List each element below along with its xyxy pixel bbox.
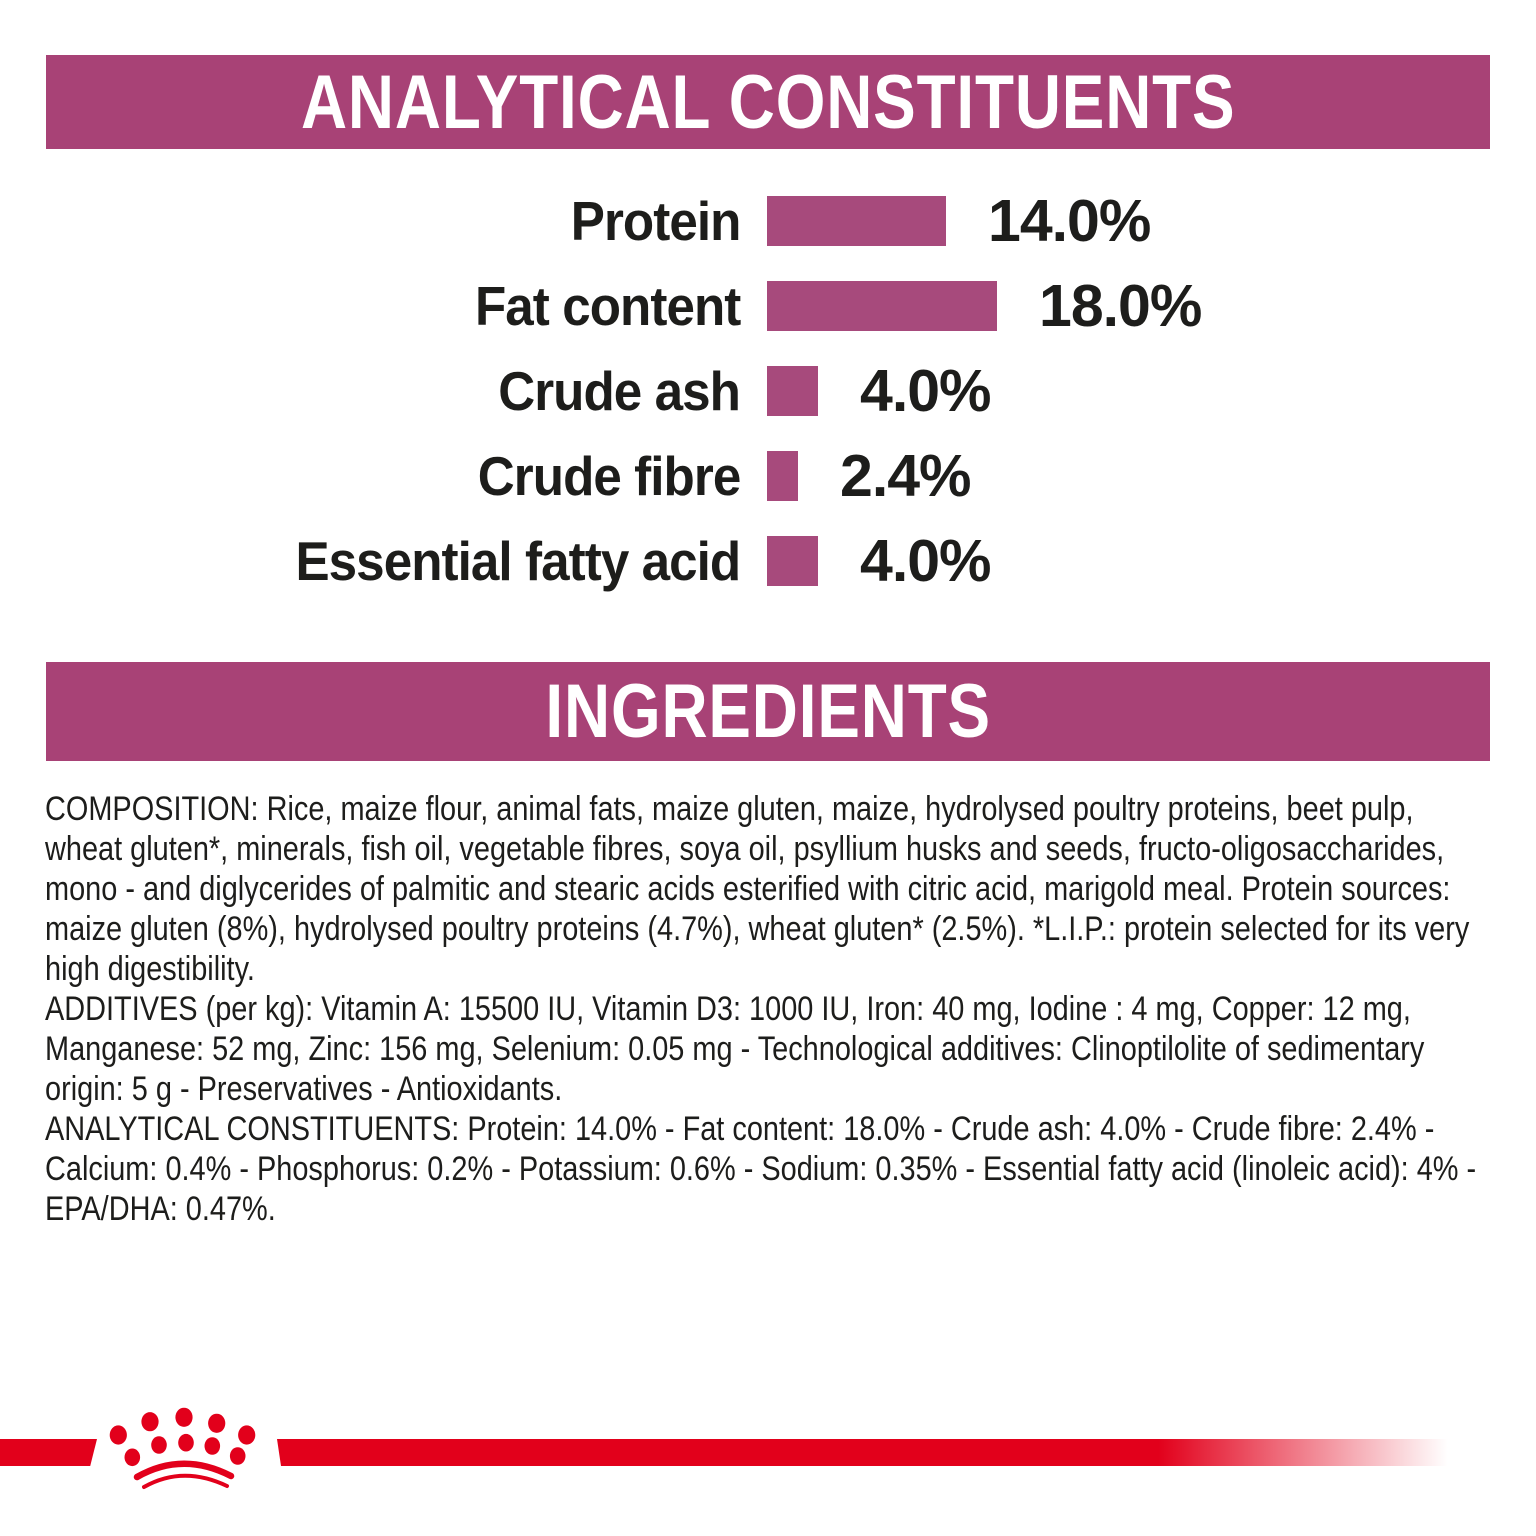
ingredients-text-block: COMPOSITION: Rice, maize flour, animal f… — [45, 789, 1492, 1229]
bar-label-cell: Fat content — [0, 274, 741, 338]
composition-paragraph: COMPOSITION: Rice, maize flour, animal f… — [45, 790, 1470, 988]
bar-label: Fat content — [474, 274, 741, 337]
chart-row: Crude ash 4.0% — [0, 348, 1536, 433]
analytical-constituents-chart: Protein 14.0% Fat content 18.0% Crude ash 4.0… — [0, 178, 1536, 603]
chart-row: Essential fatty acid 4.0% — [0, 518, 1536, 603]
chart-row: Fat content 18.0% — [0, 263, 1536, 348]
bar-value: 18.0% — [1039, 272, 1202, 339]
bar-value: 4.0% — [860, 527, 991, 594]
bar — [767, 280, 997, 331]
ingredients-title: INGREDIENTS — [545, 669, 991, 754]
bar-label: Protein — [570, 189, 741, 252]
bar-value: 4.0% — [860, 357, 991, 424]
analytical-constituents-banner: ANALYTICAL CONSTITUENTS — [46, 55, 1490, 149]
ingredients-banner: INGREDIENTS — [46, 662, 1490, 761]
chart-row: Crude fibre 2.4% — [0, 433, 1536, 518]
bar-label-cell: Crude ash — [0, 359, 741, 423]
royal-canin-crown-logo-icon — [109, 1407, 256, 1489]
bar — [767, 195, 946, 246]
bar-label: Crude fibre — [477, 444, 741, 507]
chart-row: Protein 14.0% — [0, 178, 1536, 263]
bar — [767, 535, 818, 586]
bar — [767, 450, 798, 501]
red-ribbon-right-fading — [277, 1439, 1536, 1466]
bar-label: Crude ash — [498, 359, 741, 422]
bar — [767, 365, 818, 416]
bar-label-cell: Essential fatty acid — [0, 529, 741, 593]
bar-label-cell: Protein — [0, 189, 741, 253]
red-ribbon-left — [0, 1439, 97, 1466]
additives-paragraph: ADDITIVES (per kg): Vitamin A: 15500 IU,… — [45, 990, 1425, 1108]
bar-value: 14.0% — [988, 187, 1151, 254]
analytical-constituents-paragraph: ANALYTICAL CONSTITUENTS: Protein: 14.0% … — [45, 1110, 1477, 1228]
bar-label-cell: Crude fibre — [0, 444, 741, 508]
bar-value: 2.4% — [840, 442, 971, 509]
bar-label: Essential fatty acid — [295, 529, 741, 592]
analytical-constituents-title: ANALYTICAL CONSTITUENTS — [300, 59, 1236, 145]
